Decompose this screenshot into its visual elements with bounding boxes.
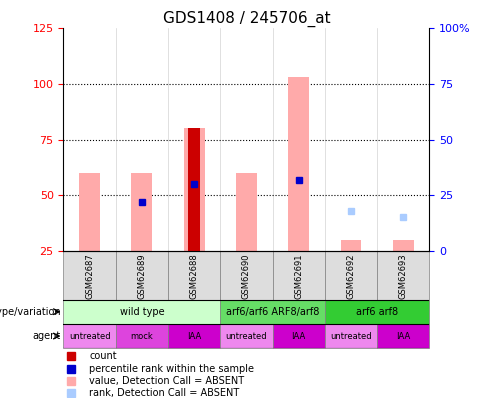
Bar (188, 128, 201, 251)
Text: GSM62693: GSM62693 (399, 253, 408, 299)
Text: GSM62690: GSM62690 (242, 253, 251, 299)
Text: GSM62692: GSM62692 (346, 253, 356, 299)
Text: GSM62688: GSM62688 (190, 253, 199, 299)
FancyBboxPatch shape (377, 251, 429, 300)
Text: agent: agent (33, 331, 61, 341)
Bar (183, 128, 204, 251)
FancyBboxPatch shape (116, 251, 168, 300)
Text: percentile rank within the sample: percentile rank within the sample (89, 364, 254, 374)
Text: arf6/arf6 ARF8/arf8: arf6/arf6 ARF8/arf8 (226, 307, 319, 317)
FancyBboxPatch shape (220, 300, 325, 324)
FancyBboxPatch shape (325, 324, 377, 348)
Text: mock: mock (130, 332, 153, 341)
Text: IAA: IAA (187, 332, 201, 341)
Text: GSM62689: GSM62689 (137, 253, 146, 299)
FancyBboxPatch shape (63, 300, 220, 324)
FancyBboxPatch shape (168, 324, 220, 348)
Bar (288, 77, 309, 251)
FancyBboxPatch shape (220, 324, 273, 348)
Text: IAA: IAA (396, 332, 410, 341)
FancyBboxPatch shape (325, 300, 429, 324)
FancyBboxPatch shape (325, 251, 377, 300)
Text: value, Detection Call = ABSENT: value, Detection Call = ABSENT (89, 376, 244, 386)
FancyBboxPatch shape (116, 324, 168, 348)
Text: GSM62691: GSM62691 (294, 253, 303, 299)
FancyBboxPatch shape (168, 251, 220, 300)
FancyBboxPatch shape (377, 324, 429, 348)
Text: untreated: untreated (330, 332, 372, 341)
Text: arf6 arf8: arf6 arf8 (356, 307, 398, 317)
Text: untreated: untreated (69, 332, 110, 341)
Bar (341, 240, 362, 251)
Bar (131, 173, 152, 251)
Text: rank, Detection Call = ABSENT: rank, Detection Call = ABSENT (89, 388, 239, 398)
Bar (79, 173, 100, 251)
FancyBboxPatch shape (220, 251, 273, 300)
FancyBboxPatch shape (63, 251, 116, 300)
Text: genotype/variation: genotype/variation (0, 307, 61, 317)
FancyBboxPatch shape (273, 324, 325, 348)
Bar (393, 240, 414, 251)
Text: GSM62687: GSM62687 (85, 253, 94, 299)
Text: untreated: untreated (225, 332, 267, 341)
FancyBboxPatch shape (63, 324, 116, 348)
Bar (236, 173, 257, 251)
FancyBboxPatch shape (273, 251, 325, 300)
Text: count: count (89, 352, 117, 362)
Title: GDS1408 / 245706_at: GDS1408 / 245706_at (163, 11, 330, 27)
Text: wild type: wild type (120, 307, 164, 317)
Text: IAA: IAA (292, 332, 306, 341)
